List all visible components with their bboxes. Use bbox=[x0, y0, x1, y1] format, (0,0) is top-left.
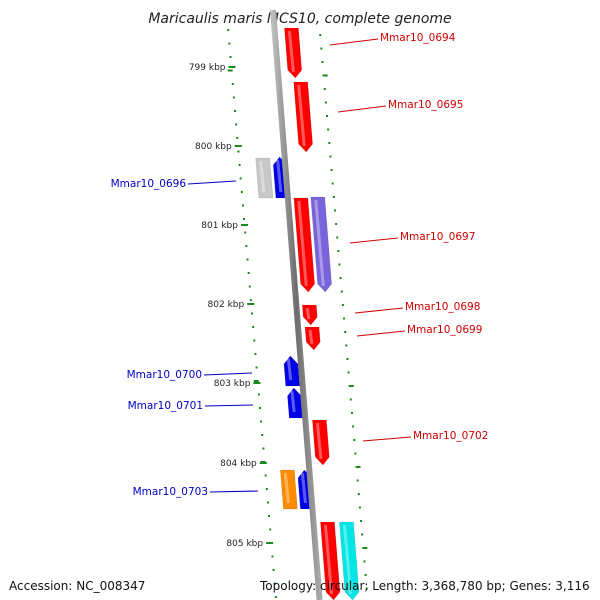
kbp-label: 799 kbp bbox=[189, 63, 226, 73]
label-leader-line bbox=[187, 180, 237, 185]
gene-highlight bbox=[286, 358, 293, 381]
accession-text: Accession: NC_008347 bbox=[9, 579, 146, 593]
gene-block bbox=[320, 521, 341, 600]
kbp-axis: 799 kbp 800 kbp 801 kbp 802 kbp 803 kbp 804 k… bbox=[189, 63, 274, 549]
gene-block bbox=[287, 387, 304, 419]
gene-label[interactable]: Mmar10_0697 bbox=[400, 231, 475, 243]
gene-highlight bbox=[314, 199, 325, 287]
gene-highlight bbox=[308, 329, 314, 345]
gene-highlight bbox=[259, 160, 266, 193]
kbp-label: 805 kbp bbox=[226, 539, 263, 549]
label-leader-line bbox=[362, 436, 412, 442]
gene-block bbox=[283, 355, 301, 387]
gene-label[interactable]: Mmar10_0696 bbox=[111, 178, 187, 190]
label-leader-line bbox=[209, 490, 259, 493]
gene-highlight bbox=[315, 422, 323, 460]
label-leader-line bbox=[354, 307, 404, 314]
gene-highlight bbox=[342, 524, 353, 595]
gene-highlight bbox=[287, 30, 295, 73]
kbp-label: 802 kbp bbox=[208, 300, 245, 310]
map-title: Maricaulis maris MCS10, complete genome bbox=[148, 11, 451, 27]
label-leader-line bbox=[204, 404, 254, 407]
gene-highlight bbox=[297, 200, 308, 287]
gene-highlight bbox=[276, 159, 283, 193]
gene-block bbox=[301, 304, 318, 326]
kbp-label: 803 kbp bbox=[214, 379, 251, 389]
tick-marks bbox=[227, 29, 368, 598]
gene-label[interactable]: Mmar10_0694 bbox=[380, 32, 456, 44]
gene-block bbox=[310, 196, 332, 293]
gene-block bbox=[255, 157, 274, 199]
genome-backbone bbox=[270, 9, 323, 600]
label-leader-line bbox=[329, 38, 379, 46]
label-leader-line bbox=[349, 237, 399, 244]
gene-block bbox=[312, 419, 330, 466]
gene-block bbox=[339, 521, 360, 600]
gene-label[interactable]: Mmar10_0702 bbox=[413, 430, 488, 442]
gene-block bbox=[304, 326, 321, 351]
gene-label[interactable]: Mmar10_0695 bbox=[388, 99, 463, 111]
topology-text: Topology: circular; Length: 3,368,780 bp… bbox=[260, 579, 590, 593]
gene-highlight bbox=[283, 472, 290, 504]
gene-highlight bbox=[305, 307, 311, 320]
gene-block bbox=[284, 27, 303, 79]
gene-label[interactable]: Mmar10_0703 bbox=[133, 486, 208, 498]
kbp-label: 804 kbp bbox=[220, 459, 257, 469]
gene-block bbox=[293, 197, 315, 293]
gene-highlight bbox=[290, 390, 296, 413]
gene-block bbox=[293, 81, 313, 153]
gene-label[interactable]: Mmar10_0698 bbox=[405, 301, 480, 313]
label-leader-line bbox=[337, 105, 387, 113]
gene-label[interactable]: Mmar10_0700 bbox=[127, 369, 202, 381]
gene-highlight bbox=[297, 84, 306, 147]
gene-track bbox=[255, 27, 360, 600]
kbp-label: 800 kbp bbox=[195, 142, 232, 152]
kbp-label: 801 kbp bbox=[201, 221, 238, 231]
gene-label[interactable]: Mmar10_0699 bbox=[407, 324, 482, 336]
gene-highlight bbox=[300, 472, 307, 504]
label-leader-line bbox=[356, 330, 406, 337]
gene-block bbox=[280, 469, 298, 510]
label-leader-line bbox=[203, 372, 253, 376]
gene-highlight bbox=[323, 524, 334, 595]
gene-label[interactable]: Mmar10_0701 bbox=[128, 400, 203, 412]
gene-labels: Mmar10_0694 Mmar10_0695 Mmar10_0696 Mmar10_… bbox=[111, 32, 489, 498]
